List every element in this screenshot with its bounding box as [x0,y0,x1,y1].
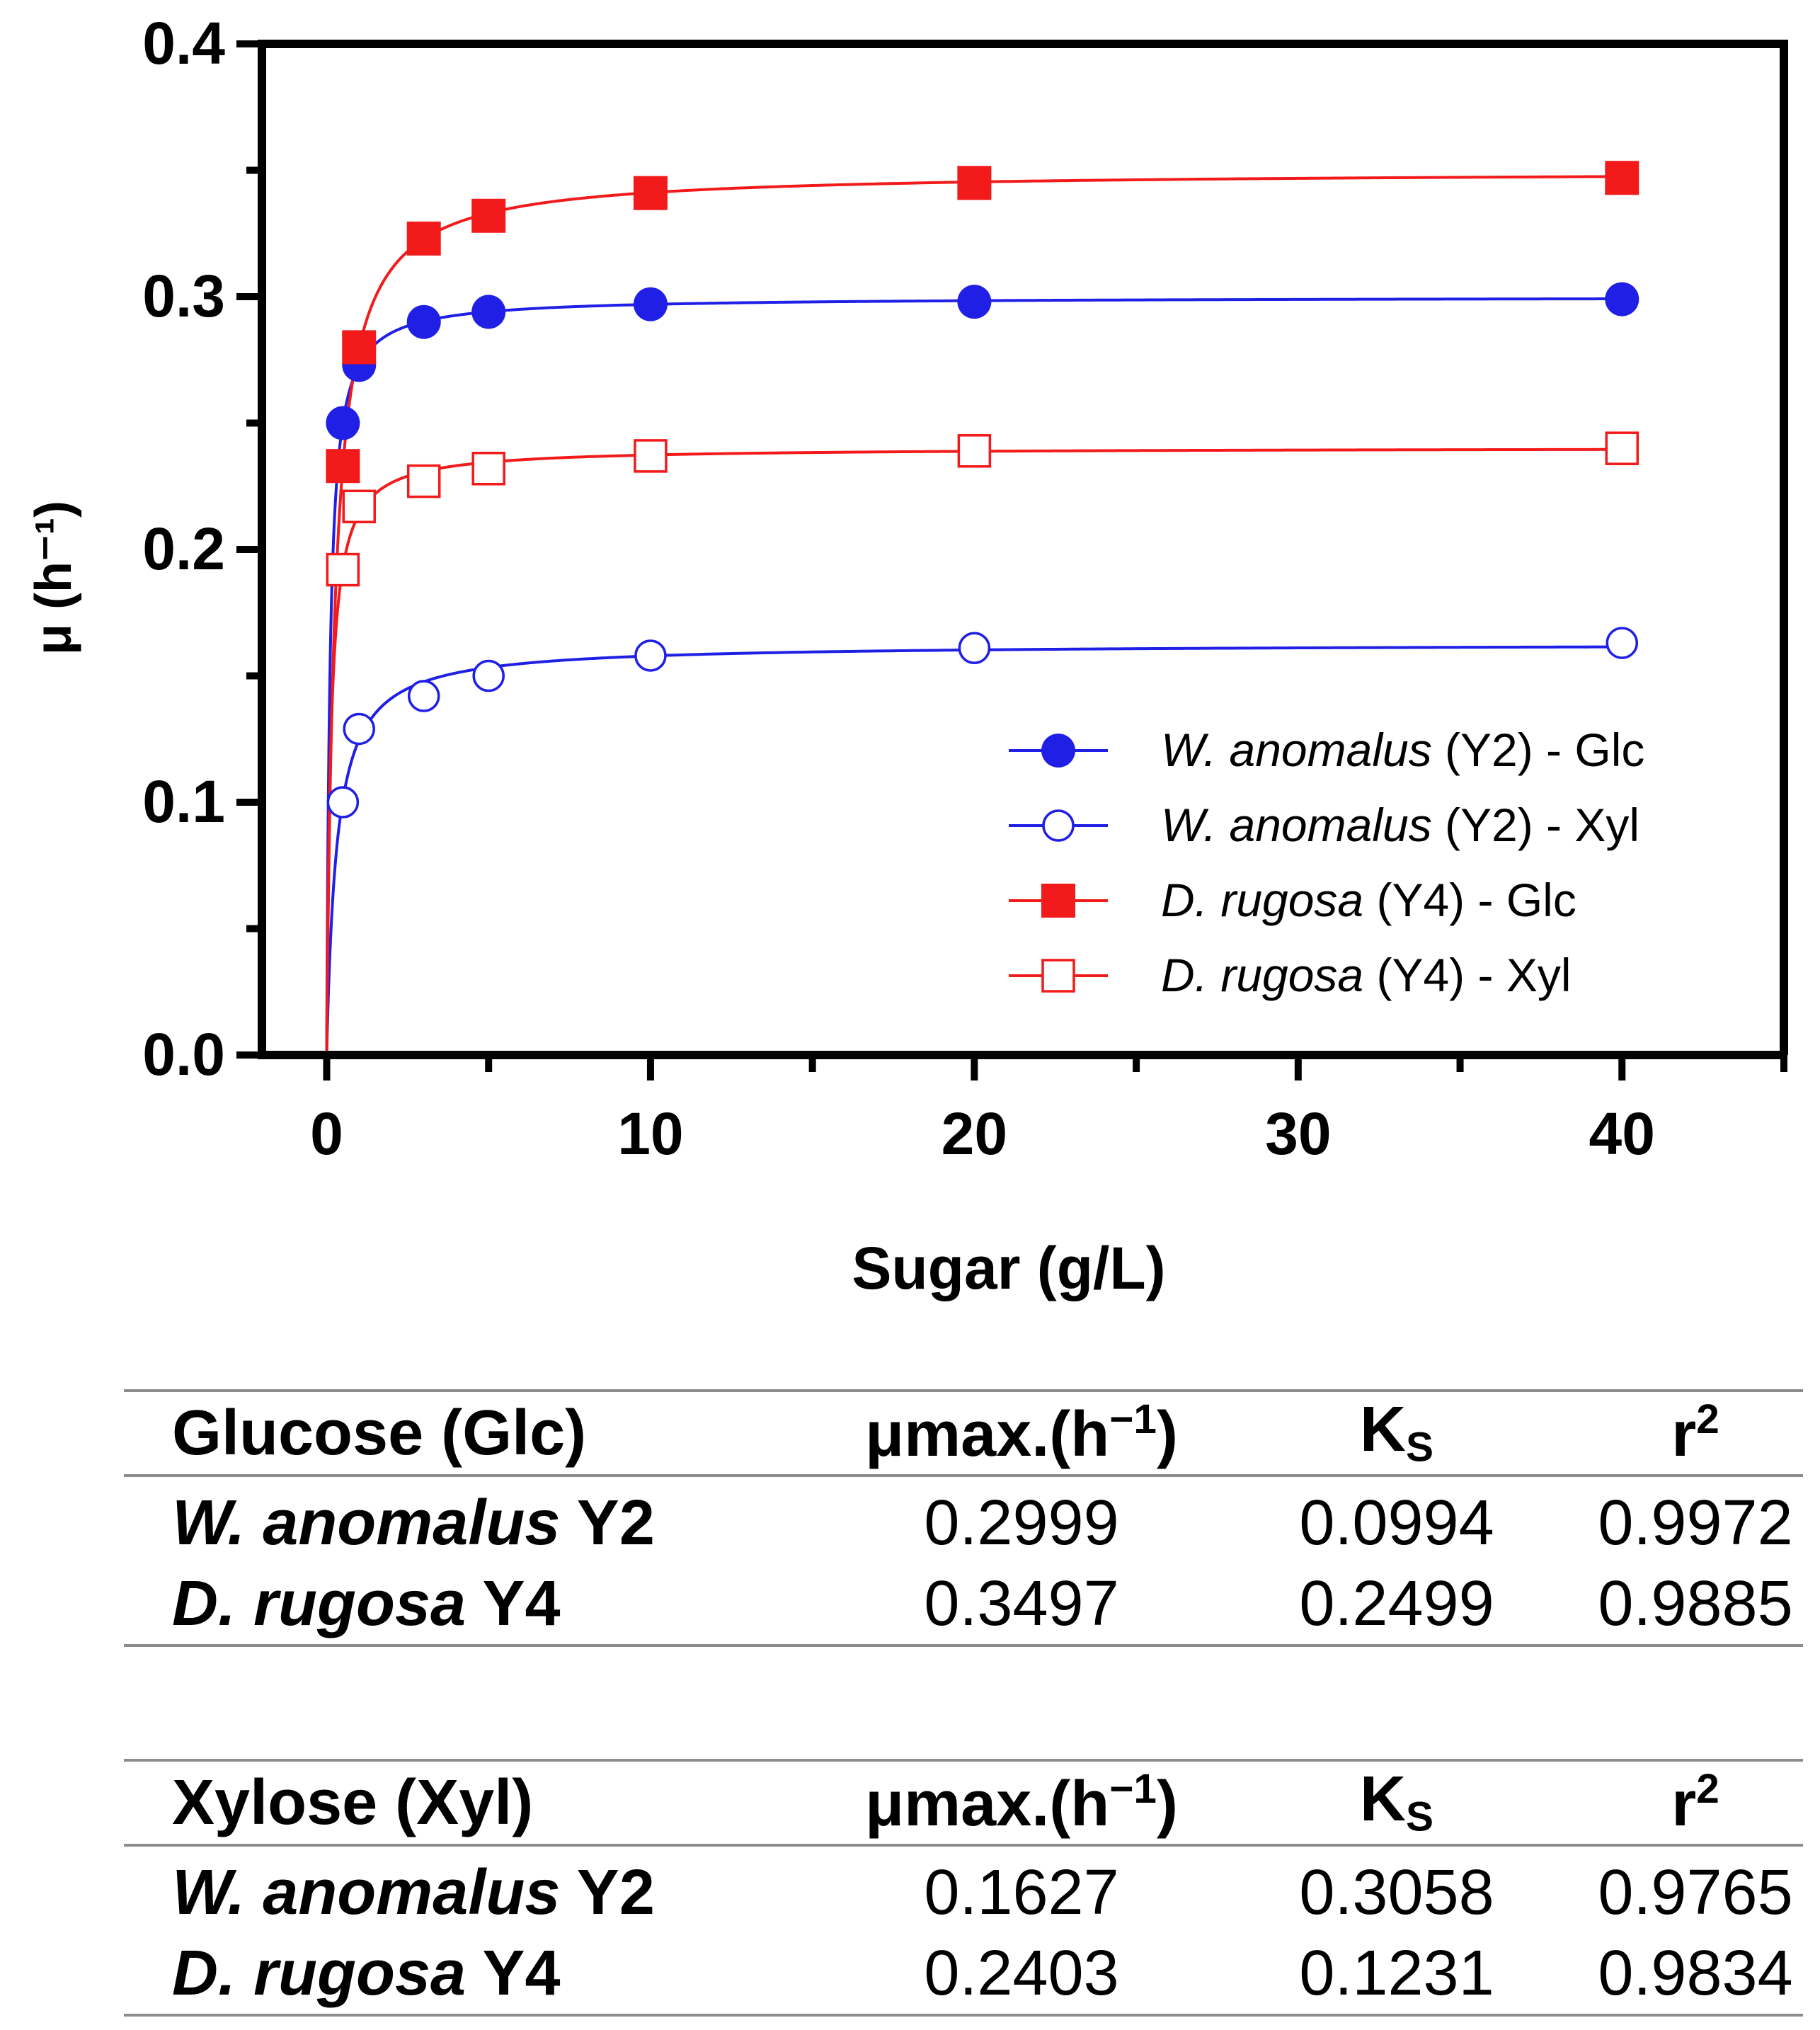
fit-curve-2 [325,175,1622,1055]
y-tick-label: 0.2 [142,515,225,582]
x-tick-label: 0 [310,1100,343,1167]
table-row: D. rugosa Y4 0.2403 0.1231 0.9834 [124,1933,1803,2017]
legend-species: W. anomalus [1161,799,1432,851]
mumax-header: μmax.(h−1) [837,1760,1206,1847]
ks-cell: 0.0994 [1299,1488,1494,1558]
mumax-cell: 0.1627 [924,1857,1119,1928]
data-point-s2-5 [957,166,992,200]
mumax-cell: 0.2403 [837,1933,1206,2017]
data-point-s1-4 [634,639,667,672]
data-point-s1-6 [1606,627,1639,659]
y-tick-label: 0.3 [142,263,225,329]
r2-header: r2 [1588,1760,1803,1847]
x-tick-label: 30 [1265,1100,1331,1167]
y-tick-label: 0.1 [142,768,225,835]
data-point-s3-4 [634,439,668,473]
legend-species: D. rugosa [1161,949,1363,1001]
data-point-s1-1 [343,712,375,746]
legend-suffix: (Y2) - Glc [1432,724,1645,776]
ks-header: KS [1206,1760,1588,1847]
data-point-s0-4 [633,287,668,321]
r2-header: r2 [1588,1391,1803,1477]
data-point-s2-3 [471,198,506,233]
fit-curve-3 [325,447,1622,1055]
data-point-s1-0 [326,786,360,819]
data-point-s1-2 [407,680,440,712]
y-axis-title: μ (h⁻¹) [25,501,82,655]
x-tick-label: 40 [1589,1100,1655,1167]
data-point-s2-6 [1605,161,1639,195]
data-point-s2-1 [342,330,377,365]
mumax-header: μmax.(h−1) [837,1391,1206,1477]
strain-cell: D. rugosa Y4 [124,1563,837,1647]
data-point-s0-3 [471,295,506,329]
legend-suffix: (Y4) - Glc [1363,874,1576,926]
glucose-kinetics-table: Glucose (Glc) μmax.(h−1) KS r2 W. anomal… [124,1389,1803,1647]
legend-label-2: D. rugosa (Y4) - Glc [1161,874,1576,926]
mumax-cell: 0.3497 [837,1563,1206,1647]
legend-label-1: W. anomalus (Y2) - Xyl [1161,799,1639,851]
ks-header: KS [1206,1391,1588,1477]
legend-label-0: W. anomalus (Y2) - Glc [1161,724,1644,776]
y-tick-label: 0.0 [142,1021,225,1088]
r2-cell: 0.9765 [1598,1857,1793,1928]
table-row: D. rugosa Y4 0.3497 0.2499 0.9885 [124,1563,1803,1647]
legend-marker-1 [1042,809,1075,842]
data-point-s3-5 [957,434,992,468]
legend-marker-0 [1041,734,1075,768]
glucose-table-title: Glucose (Glc) [124,1391,837,1477]
xylose-table-title: Xylose (Xyl) [124,1760,837,1847]
r2-cell: 0.9972 [1598,1488,1793,1558]
growth-kinetics-chart: 0.0 0.1 0.2 0.3 0.4 0 10 20 30 40 Sugar (g/L) μ (h⁻… [25,10,1788,1301]
strain-cell: W. anomalus Y2 [172,1488,655,1558]
mumax-cell: 0.2999 [924,1488,1119,1558]
r2-cell: 0.9834 [1588,1933,1803,2017]
x-tick-label: 20 [942,1100,1007,1167]
x-axis-title: Sugar (g/L) [852,1235,1165,1301]
legend-species: D. rugosa [1161,874,1363,926]
data-point-s0-0 [326,406,360,440]
table-row: W. anomalus Y2 0.2999 0.0994 0.9972 [124,1476,1803,1563]
data-point-s0-2 [406,304,441,339]
data-point-s3-0 [326,552,360,587]
strain-cell: W. anomalus Y2 [172,1857,655,1928]
data-point-s2-2 [406,221,441,256]
legend-marker-2 [1041,884,1075,918]
legend-marker-3 [1041,959,1075,993]
data-point-s3-3 [471,452,505,486]
y-tick-label: 0.4 [142,10,225,76]
data-point-s2-0 [326,449,360,484]
legend-suffix: (Y2) - Xyl [1432,799,1639,851]
legend-suffix: (Y4) - Xyl [1363,949,1571,1001]
fit-curve-0 [325,297,1622,1055]
data-point-s3-2 [406,464,441,498]
data-point-s0-6 [1605,282,1639,317]
ks-cell: 0.2499 [1206,1563,1588,1647]
legend-label-3: D. rugosa (Y4) - Xyl [1161,949,1572,1001]
legend-species: W. anomalus [1161,724,1432,776]
data-point-s0-5 [957,285,992,319]
table-header-row: Glucose (Glc) μmax.(h−1) KS r2 [124,1391,1803,1477]
x-tick-label: 10 [617,1100,683,1167]
strain-cell: D. rugosa Y4 [124,1933,837,2017]
xylose-kinetics-table: Xylose (Xyl) μmax.(h−1) KS r2 W. anomalu… [124,1759,1803,2017]
ks-cell: 0.1231 [1206,1933,1588,2017]
data-point-s3-6 [1605,431,1639,465]
fit-curve-1 [325,645,1622,1055]
r2-cell: 0.9885 [1588,1563,1803,1647]
table-row: W. anomalus Y2 0.1627 0.3058 0.9765 [124,1845,1803,1933]
data-point-s3-1 [342,489,376,524]
ks-cell: 0.3058 [1299,1857,1494,1928]
data-point-s2-4 [633,176,668,210]
data-point-s1-5 [958,632,991,664]
data-point-s1-3 [472,659,505,692]
table-header-row: Xylose (Xyl) μmax.(h−1) KS r2 [124,1760,1803,1847]
